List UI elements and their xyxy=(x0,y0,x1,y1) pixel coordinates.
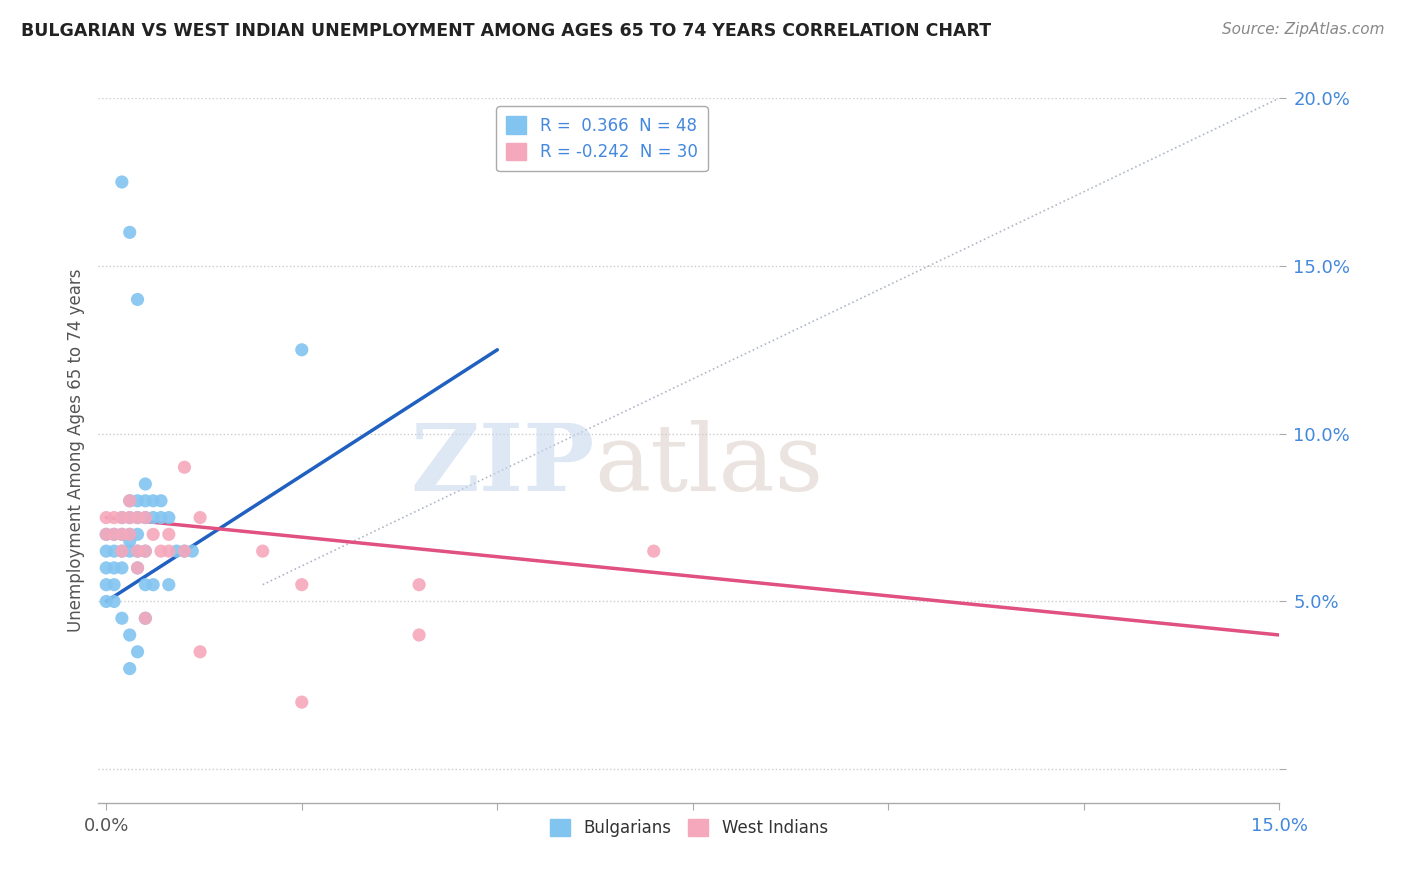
Point xyxy=(173,544,195,558)
Point xyxy=(142,527,165,541)
Point xyxy=(134,611,156,625)
Point xyxy=(96,577,118,591)
Point xyxy=(96,510,118,524)
Point xyxy=(103,544,125,558)
Text: Source: ZipAtlas.com: Source: ZipAtlas.com xyxy=(1222,22,1385,37)
Point xyxy=(150,493,173,508)
Legend: Bulgarians, West Indians: Bulgarians, West Indians xyxy=(544,813,834,844)
Point xyxy=(408,628,430,642)
Point xyxy=(118,510,141,524)
Point xyxy=(157,527,180,541)
Point xyxy=(127,544,149,558)
Point xyxy=(291,695,314,709)
Y-axis label: Unemployment Among Ages 65 to 74 years: Unemployment Among Ages 65 to 74 years xyxy=(66,268,84,632)
Point xyxy=(134,544,156,558)
Point xyxy=(118,510,141,524)
Point xyxy=(157,577,180,591)
Point xyxy=(118,225,141,239)
Point xyxy=(134,510,156,524)
Point xyxy=(118,662,141,676)
Point xyxy=(127,510,149,524)
Point xyxy=(142,577,165,591)
Point xyxy=(111,561,134,575)
Point xyxy=(111,611,134,625)
Point xyxy=(134,477,156,491)
Point xyxy=(111,527,134,541)
Point xyxy=(173,460,195,475)
Point xyxy=(111,510,134,524)
Point xyxy=(127,510,149,524)
Point xyxy=(103,577,125,591)
Point xyxy=(111,510,134,524)
Point xyxy=(96,594,118,608)
Point xyxy=(103,527,125,541)
Point xyxy=(291,577,314,591)
Point xyxy=(150,510,173,524)
Point xyxy=(118,544,141,558)
Point xyxy=(118,493,141,508)
Point xyxy=(150,544,173,558)
Point xyxy=(127,493,149,508)
Point xyxy=(157,544,180,558)
Point xyxy=(142,493,165,508)
Point xyxy=(118,527,141,541)
Point xyxy=(118,527,141,541)
Point xyxy=(111,544,134,558)
Point xyxy=(188,510,211,524)
Point xyxy=(127,293,149,307)
Point xyxy=(134,510,156,524)
Point xyxy=(252,544,274,558)
Point xyxy=(127,645,149,659)
Point xyxy=(127,527,149,541)
Point xyxy=(142,510,165,524)
Point xyxy=(188,645,211,659)
Point xyxy=(127,561,149,575)
Text: BULGARIAN VS WEST INDIAN UNEMPLOYMENT AMONG AGES 65 TO 74 YEARS CORRELATION CHAR: BULGARIAN VS WEST INDIAN UNEMPLOYMENT AM… xyxy=(21,22,991,40)
Point xyxy=(408,577,430,591)
Point xyxy=(96,561,118,575)
Text: atlas: atlas xyxy=(595,419,824,509)
Point xyxy=(134,577,156,591)
Point xyxy=(134,544,156,558)
Point xyxy=(111,544,134,558)
Point xyxy=(118,628,141,642)
Point xyxy=(291,343,314,357)
Point xyxy=(134,611,156,625)
Point xyxy=(111,175,134,189)
Point xyxy=(173,544,195,558)
Point xyxy=(643,544,665,558)
Point xyxy=(96,544,118,558)
Point xyxy=(103,594,125,608)
Point xyxy=(127,544,149,558)
Point xyxy=(157,510,180,524)
Point xyxy=(103,561,125,575)
Point xyxy=(111,527,134,541)
Point xyxy=(96,527,118,541)
Point xyxy=(134,493,156,508)
Point xyxy=(118,493,141,508)
Point xyxy=(166,544,188,558)
Point xyxy=(181,544,204,558)
Text: ZIP: ZIP xyxy=(411,419,595,509)
Point xyxy=(127,561,149,575)
Point xyxy=(96,527,118,541)
Point xyxy=(103,527,125,541)
Point xyxy=(103,510,125,524)
Point xyxy=(118,534,141,549)
